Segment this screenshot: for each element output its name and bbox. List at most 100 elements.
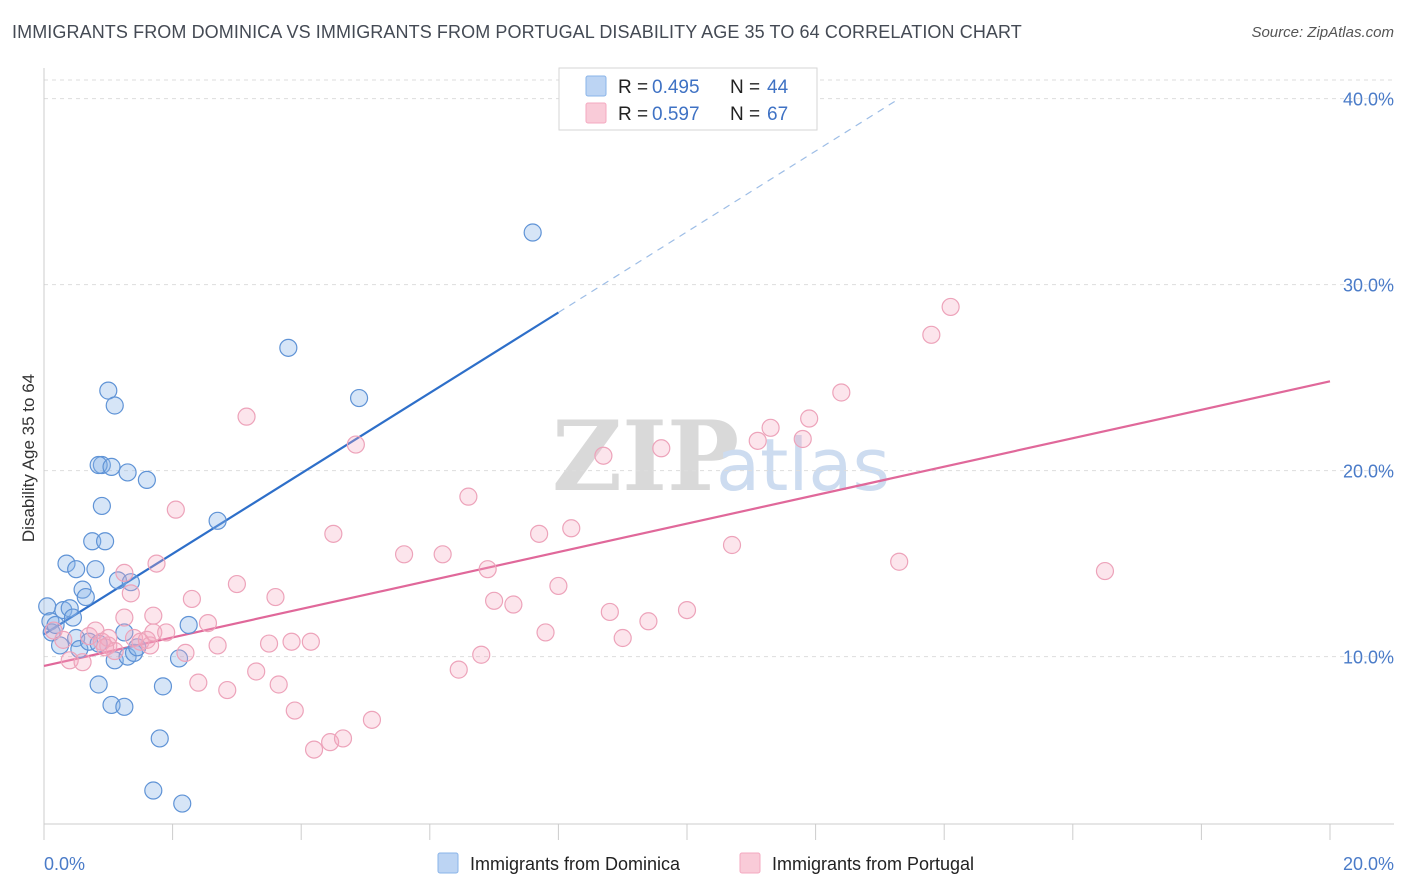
data-point-portugal-19	[144, 606, 163, 625]
y-tick-labels: 10.0% 20.0% 30.0% 40.0%	[1343, 90, 1394, 668]
legend-swatch-portugal	[585, 102, 607, 124]
legend-n-value-portugal: 67	[767, 104, 788, 125]
data-point-portugal-49	[478, 560, 497, 579]
data-point-portugal-48	[472, 645, 491, 664]
data-point-portugal-34	[269, 675, 288, 694]
data-point-portugal-14	[121, 584, 140, 603]
data-point-portugal-53	[536, 623, 555, 642]
y-tick-label-10: 10.0%	[1343, 648, 1394, 668]
data-point-portugal-3	[73, 653, 92, 672]
legend-n-value-dominica: 44	[767, 77, 789, 98]
data-point-portugal-66	[800, 409, 819, 428]
watermark-atlas: atlas	[716, 423, 890, 507]
series-dominica	[38, 223, 542, 813]
data-point-portugal-30	[237, 407, 256, 426]
data-point-portugal-10	[95, 638, 115, 657]
data-point-dominica-31	[115, 623, 134, 642]
data-point-portugal-55	[562, 519, 581, 538]
data-point-portugal-51	[504, 595, 523, 614]
data-point-dominica-42	[179, 615, 198, 635]
legend-n-label-dominica: N =	[730, 77, 760, 98]
legend-r-value-portugal: 0.597	[652, 104, 700, 125]
x-tick-label-min: 0.0%	[44, 854, 85, 874]
data-point-dominica-38	[150, 729, 169, 748]
data-point-portugal-60	[652, 439, 671, 458]
legend-r-label-portugal: R =	[618, 104, 648, 125]
data-point-portugal-31	[247, 662, 266, 681]
data-point-portugal-32	[259, 634, 279, 653]
legend-r-label-dominica: R =	[618, 77, 648, 98]
correlation-legend: R = 0.495 N = 44 R = 0.597 N = 67	[558, 67, 818, 131]
data-point-portugal-64	[761, 418, 780, 437]
data-point-portugal-35	[282, 632, 301, 651]
data-point-portugal-11	[115, 563, 134, 583]
data-point-portugal-42	[346, 435, 365, 454]
series-portugal	[44, 297, 1115, 759]
trendline-dominica	[43, 311, 559, 636]
data-point-dominica-46	[523, 223, 542, 242]
data-point-dominica-6	[57, 554, 76, 573]
data-point-portugal-70	[941, 297, 960, 317]
trendline-portugal	[43, 380, 1331, 667]
data-point-dominica-41	[173, 794, 192, 813]
data-point-dominica-13	[76, 587, 95, 607]
data-point-portugal-46	[449, 660, 468, 679]
data-point-portugal-15	[131, 632, 150, 651]
data-point-portugal-1	[54, 630, 73, 649]
data-point-dominica-45	[349, 388, 369, 408]
data-point-portugal-43	[362, 710, 382, 729]
data-point-portugal-52	[530, 524, 549, 543]
y-axis-title: Disability Age 35 to 64	[19, 374, 38, 542]
data-point-dominica-39	[153, 677, 173, 696]
bottom-legend-swatch-dominica	[437, 852, 459, 874]
data-point-dominica-18	[89, 675, 108, 694]
data-point-dominica-8	[63, 608, 83, 627]
data-point-portugal-71	[1095, 561, 1115, 581]
data-point-dominica-5	[54, 600, 73, 620]
data-point-portugal-33	[266, 587, 285, 607]
data-point-dominica-0	[38, 597, 57, 616]
trendline-dominica-extension	[558, 98, 900, 314]
source-label: Source: ZipAtlas.com	[1251, 24, 1394, 41]
data-point-portugal-22	[166, 500, 185, 519]
data-point-portugal-20	[147, 554, 166, 573]
watermark-zip: ZIP	[552, 400, 739, 513]
data-point-portugal-63	[748, 431, 767, 450]
data-point-portugal-0	[44, 621, 63, 640]
data-point-dominica-29	[102, 457, 121, 476]
y-tick-label-40: 40.0%	[1343, 90, 1394, 110]
data-point-portugal-59	[639, 612, 658, 631]
data-point-portugal-37	[301, 632, 320, 651]
data-point-portugal-24	[182, 589, 201, 609]
data-point-portugal-29	[227, 574, 246, 594]
bottom-legend-label-dominica: Immigrants from Dominica	[470, 854, 681, 874]
grid-lines	[44, 79, 1394, 658]
data-point-dominica-33	[124, 643, 144, 662]
data-point-dominica-36	[137, 470, 156, 489]
data-point-portugal-57	[600, 602, 619, 622]
data-point-dominica-16	[86, 560, 105, 579]
data-point-portugal-21	[157, 623, 176, 642]
data-point-portugal-50	[485, 591, 504, 610]
data-point-portugal-38	[304, 740, 324, 759]
legend-swatch-dominica	[585, 75, 607, 97]
data-point-dominica-20	[95, 532, 115, 551]
data-point-portugal-45	[433, 545, 452, 564]
bottom-legend-label-portugal: Immigrants from Portugal	[772, 854, 974, 874]
data-point-dominica-27	[115, 697, 134, 716]
x-tick-label-max: 20.0%	[1343, 854, 1394, 874]
data-point-portugal-47	[459, 487, 478, 506]
data-point-portugal-40	[324, 524, 343, 543]
data-point-dominica-10	[67, 560, 86, 579]
data-point-dominica-28	[118, 463, 137, 482]
data-point-portugal-44	[394, 545, 414, 564]
legend-n-label-portugal: N =	[730, 104, 760, 125]
data-point-dominica-44	[279, 338, 298, 357]
data-point-portugal-23	[176, 643, 195, 662]
data-point-portugal-41	[333, 729, 353, 748]
y-tick-label-20: 20.0%	[1343, 462, 1394, 482]
axes	[43, 68, 1394, 840]
data-point-portugal-36	[285, 701, 304, 720]
data-point-portugal-56	[594, 446, 613, 465]
